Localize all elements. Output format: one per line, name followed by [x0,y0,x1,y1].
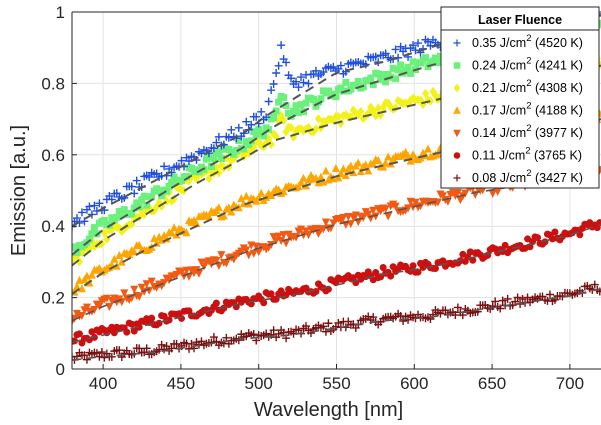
legend-marker-4 [453,106,461,114]
legend: Laser Fluence 0.35 J/cm2 (4520 K) 0.24 J/c… [440,6,600,189]
legend-entry-6: 0.11 J/cm2 (3765 K) [472,146,582,163]
legend-marker-2 [453,62,461,69]
y-axis-label: Emission [a.u.] [8,125,30,256]
y-tick-label: 0.2 [41,289,65,308]
y-tick-label: 0.6 [41,146,65,165]
x-tick-label: 400 [89,374,117,393]
x-tick-label: 650 [478,374,506,393]
series-7-points [72,280,601,364]
y-tick-label: 1 [56,3,65,22]
legend-title: Laser Fluence [478,13,562,27]
legend-marker-5 [453,129,461,138]
x-tick-label: 450 [167,374,195,393]
x-tick-label: 600 [400,374,428,393]
axes: 400 450 500 550 600 650 700 0 0.2 0.4 0.6 0.8 1 Wavel… [8,3,601,421]
y-tick-label: 0.4 [41,217,65,236]
fit-line-6 [72,223,601,343]
legend-entry-7: 0.08 J/cm2 (3427 K) [472,168,583,185]
legend-box [440,6,600,189]
legend-entry-4: 0.17 J/cm2 (4188 K) [472,101,583,118]
legend-entry-2: 0.24 J/cm2 (4241 K) [472,56,583,73]
legend-entry-5: 0.14 J/cm2 (3977 K) [472,123,583,140]
fit-line-5 [72,170,601,322]
x-tick-label: 550 [322,374,350,393]
legend-marker-3 [453,83,461,93]
fit-line-2 [72,25,601,256]
legend-entry-3: 0.21 J/cm2 (4308 K) [472,78,583,95]
legend-marker-7 [453,174,461,182]
x-tick-label: 500 [245,374,273,393]
x-tick-label: 700 [556,374,584,393]
legend-marker-1 [453,39,461,47]
y-tick-label: 0 [56,360,65,379]
legend-entry-1: 0.35 J/cm2 (4520 K) [472,33,583,50]
y-tick-label: 0.8 [41,74,65,93]
x-axis-label: Wavelength [nm] [254,399,403,421]
series-7 [72,280,601,364]
legend-marker-6 [453,152,461,159]
